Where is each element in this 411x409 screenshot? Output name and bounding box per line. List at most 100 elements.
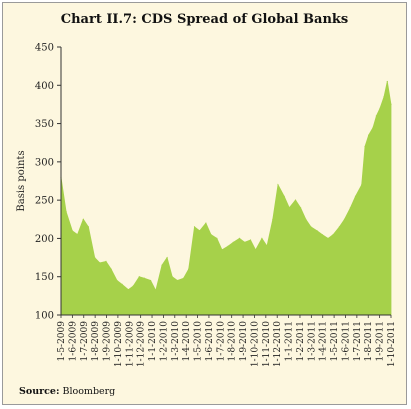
data-point (255, 249, 257, 251)
x-tick-label: 1-3-2010 (171, 321, 181, 362)
data-point (121, 283, 123, 285)
data-point (232, 241, 234, 243)
data-point (368, 134, 370, 136)
x-tick-label: 1-9-2010 (239, 321, 249, 362)
x-tick-label: 1-6-2009 (68, 321, 78, 362)
y-tick-label: 400 (35, 81, 54, 92)
x-tick-label: 1-12-2009 (137, 321, 147, 367)
data-point (210, 234, 212, 236)
source-label: Source: (19, 386, 60, 397)
chart-frame: Chart II.7: CDS Spread of Global Banks 1… (2, 2, 407, 405)
data-point (294, 199, 297, 201)
data-point (82, 218, 84, 220)
x-tick-label: 1-1-2011 (285, 321, 295, 361)
data-point (364, 145, 366, 148)
x-tick-label: 1-10-2011 (387, 321, 397, 367)
data-point (266, 245, 268, 247)
data-point (238, 237, 241, 239)
data-point (183, 277, 185, 279)
data-point (261, 237, 263, 239)
data-point (94, 257, 96, 259)
data-point (372, 126, 374, 128)
data-point (188, 268, 190, 270)
x-tick-label: 1-11-2010 (262, 321, 272, 367)
x-tick-label: 1-12-2010 (273, 321, 283, 367)
data-point (300, 207, 302, 209)
data-point (138, 276, 140, 278)
data-point (199, 230, 201, 232)
data-point (288, 207, 290, 209)
y-axis-title: Basis points (16, 150, 27, 211)
data-point (277, 184, 279, 186)
data-point (244, 241, 246, 243)
x-tick-label: 1-8-2010 (228, 321, 238, 362)
x-tick-label: 1-4-2011 (319, 321, 329, 361)
y-tick-label: 150 (35, 272, 54, 283)
axes: 100 150 200 250 300 350 400 450 Basis points 1-5-… (16, 43, 397, 368)
x-tick-label: 1-5-2011 (330, 321, 340, 361)
data-point (127, 289, 129, 291)
data-point (205, 222, 207, 224)
data-point (354, 195, 357, 197)
x-tick-label: 1-6-2011 (342, 321, 352, 361)
x-tick-label: 1-9-2011 (376, 321, 386, 361)
data-point (332, 234, 334, 236)
source-text: Bloomberg (59, 386, 116, 397)
data-point (176, 279, 178, 282)
data-point (132, 285, 134, 287)
data-point (216, 237, 218, 239)
data-point (221, 249, 223, 251)
x-tick-label: 1-7-2010 (216, 321, 226, 362)
y-tick-label: 250 (35, 196, 54, 207)
x-tick-label: 1-10-2010 (250, 321, 260, 367)
x-tick-label: 1-3-2011 (307, 321, 317, 361)
x-tick-label: 1-11-2009 (125, 321, 135, 367)
data-point (161, 264, 163, 266)
data-point (143, 277, 145, 279)
data-point (343, 218, 346, 220)
x-tick-label: 1-9-2009 (103, 321, 113, 362)
x-tick-label: 1-4-2010 (182, 321, 192, 362)
x-tick-label: 1-5-2009 (57, 321, 67, 362)
y-tick-label: 300 (35, 157, 54, 168)
data-point (99, 262, 101, 264)
data-point (338, 226, 340, 228)
data-point (193, 226, 196, 228)
y-tick-label: 200 (35, 234, 54, 245)
data-point (105, 260, 107, 262)
data-point (116, 279, 118, 282)
data-point (171, 276, 173, 278)
data-point (155, 289, 157, 292)
data-point (349, 207, 351, 209)
data-point (305, 218, 307, 220)
data-point (87, 226, 89, 228)
source-note: Source: Bloomberg (19, 386, 115, 397)
data-point (375, 115, 377, 117)
data-point (76, 234, 79, 236)
plot-area (60, 80, 392, 316)
x-tick-label: 1-7-2011 (353, 321, 363, 361)
x-tick-label: 1-10-2009 (114, 321, 124, 367)
chart-title: Chart II.7: CDS Spread of Global Banks (60, 12, 349, 27)
data-point (321, 234, 323, 236)
data-point (379, 107, 381, 109)
data-point (327, 237, 329, 239)
data-point (249, 239, 252, 241)
data-point (386, 80, 388, 83)
x-tick-label: 1-6-2010 (205, 321, 215, 362)
data-point (310, 226, 312, 228)
data-point (390, 103, 392, 105)
x-tick-label: 1-2-2010 (159, 321, 169, 362)
y-tick-label: 100 (35, 311, 54, 322)
data-point (272, 218, 274, 220)
data-point (65, 211, 67, 213)
data-point (166, 257, 168, 259)
x-tick-label: 1-2-2011 (296, 321, 306, 361)
data-point (110, 268, 112, 270)
x-tick-label: 1-8-2009 (91, 321, 101, 362)
x-tick-label: 1-8-2011 (364, 321, 374, 361)
data-point (71, 230, 73, 232)
x-tick-label: 1-5-2010 (194, 321, 204, 362)
data-point (150, 279, 152, 282)
area-series (60, 81, 392, 316)
